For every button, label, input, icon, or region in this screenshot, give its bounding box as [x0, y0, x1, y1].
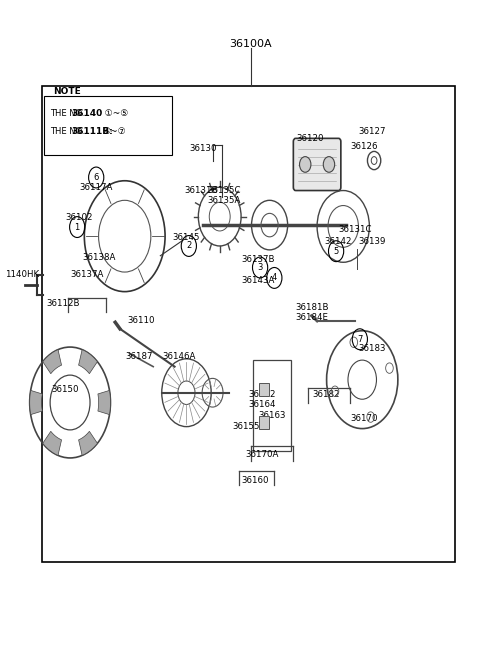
Text: NOTE: NOTE [53, 87, 81, 96]
Text: 36110: 36110 [128, 316, 155, 326]
Text: 36127: 36127 [358, 127, 385, 136]
Text: 36137B: 36137B [241, 255, 275, 263]
Text: 36163: 36163 [258, 411, 286, 420]
FancyBboxPatch shape [293, 138, 341, 191]
Text: 36142: 36142 [325, 237, 352, 246]
Text: 36184E: 36184E [296, 313, 329, 322]
Text: 36137A: 36137A [70, 269, 103, 278]
Text: 36138A: 36138A [82, 253, 115, 261]
Text: 4: 4 [272, 273, 277, 282]
Text: 36181B: 36181B [296, 303, 329, 312]
Text: 3: 3 [257, 263, 263, 272]
Text: 36131C: 36131C [338, 225, 372, 234]
Text: 36145: 36145 [173, 233, 200, 242]
Text: 36117A: 36117A [80, 183, 113, 192]
Text: 36111B:: 36111B: [72, 127, 113, 136]
Text: 1140HK: 1140HK [5, 269, 40, 278]
Text: 36131B: 36131B [184, 186, 217, 195]
Text: 2: 2 [186, 242, 192, 250]
Text: 36130: 36130 [189, 143, 217, 153]
FancyBboxPatch shape [259, 383, 269, 396]
Text: 36112B: 36112B [46, 299, 80, 308]
Text: 36164: 36164 [249, 400, 276, 409]
Text: 36182: 36182 [313, 390, 340, 398]
Text: 36170A: 36170A [246, 450, 279, 459]
Polygon shape [98, 390, 110, 415]
Polygon shape [30, 390, 42, 415]
Text: THE NO.: THE NO. [50, 127, 84, 136]
Text: ⑥~⑦: ⑥~⑦ [102, 127, 126, 136]
Text: 36140: 36140 [72, 109, 103, 118]
Polygon shape [43, 350, 61, 374]
Text: 36187: 36187 [125, 352, 153, 362]
Text: 7: 7 [357, 335, 362, 344]
Text: 5: 5 [334, 247, 339, 255]
Text: 36160: 36160 [241, 476, 269, 485]
Text: : ①~⑤: : ①~⑤ [96, 109, 129, 118]
Text: 36146A: 36146A [163, 352, 196, 362]
Polygon shape [43, 431, 61, 455]
Text: 36100A: 36100A [229, 39, 272, 48]
Text: THE NO.: THE NO. [50, 109, 84, 118]
Text: 36139: 36139 [358, 237, 385, 246]
Circle shape [300, 157, 311, 172]
Polygon shape [79, 350, 97, 374]
Text: 36135A: 36135A [208, 196, 241, 205]
Text: 36170: 36170 [351, 415, 378, 423]
Text: 36143A: 36143A [241, 276, 275, 285]
Polygon shape [79, 431, 97, 455]
Text: 36183: 36183 [358, 344, 385, 353]
Text: 36126: 36126 [351, 141, 378, 151]
Text: 36120: 36120 [296, 134, 324, 143]
Text: 36162: 36162 [249, 390, 276, 398]
FancyBboxPatch shape [259, 415, 269, 428]
Text: 36135C: 36135C [208, 186, 241, 195]
Circle shape [323, 157, 335, 172]
Text: 6: 6 [94, 173, 99, 182]
Text: 36102: 36102 [66, 214, 93, 223]
Text: 1: 1 [74, 223, 80, 232]
Text: 36150: 36150 [51, 385, 79, 394]
Text: 36155: 36155 [232, 422, 260, 431]
